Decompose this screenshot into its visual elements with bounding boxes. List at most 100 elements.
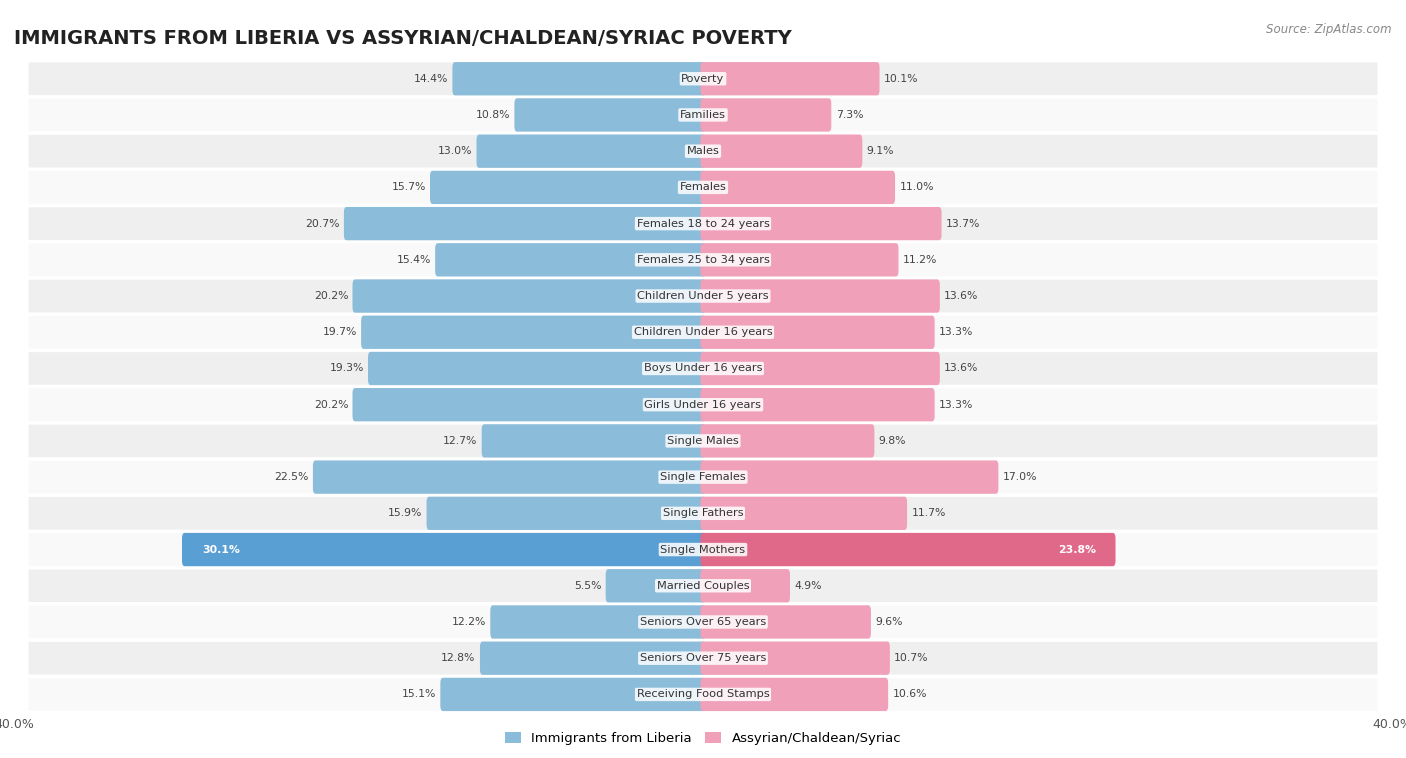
FancyBboxPatch shape	[28, 206, 1378, 241]
Text: 11.0%: 11.0%	[900, 183, 934, 193]
Text: Boys Under 16 years: Boys Under 16 years	[644, 364, 762, 374]
FancyBboxPatch shape	[479, 641, 706, 675]
Text: IMMIGRANTS FROM LIBERIA VS ASSYRIAN/CHALDEAN/SYRIAC POVERTY: IMMIGRANTS FROM LIBERIA VS ASSYRIAN/CHAL…	[14, 29, 792, 48]
Text: Receiving Food Stamps: Receiving Food Stamps	[637, 690, 769, 700]
Text: Seniors Over 75 years: Seniors Over 75 years	[640, 653, 766, 663]
Text: Single Mothers: Single Mothers	[661, 544, 745, 555]
Text: 17.0%: 17.0%	[1002, 472, 1038, 482]
FancyBboxPatch shape	[28, 387, 1378, 422]
Text: 19.7%: 19.7%	[322, 327, 357, 337]
FancyBboxPatch shape	[353, 280, 706, 313]
FancyBboxPatch shape	[28, 98, 1378, 133]
FancyBboxPatch shape	[368, 352, 706, 385]
FancyBboxPatch shape	[28, 61, 1378, 96]
Text: 23.8%: 23.8%	[1057, 544, 1095, 555]
Text: 10.1%: 10.1%	[884, 74, 918, 83]
FancyBboxPatch shape	[700, 460, 998, 493]
FancyBboxPatch shape	[700, 280, 939, 313]
Text: 13.7%: 13.7%	[946, 218, 980, 229]
Text: Single Males: Single Males	[666, 436, 740, 446]
FancyBboxPatch shape	[28, 568, 1378, 603]
Text: 10.6%: 10.6%	[893, 690, 927, 700]
Text: 19.3%: 19.3%	[329, 364, 364, 374]
Text: 14.4%: 14.4%	[413, 74, 449, 83]
Text: 9.1%: 9.1%	[866, 146, 894, 156]
Text: Poverty: Poverty	[682, 74, 724, 83]
FancyBboxPatch shape	[700, 352, 939, 385]
Text: Source: ZipAtlas.com: Source: ZipAtlas.com	[1267, 23, 1392, 36]
FancyBboxPatch shape	[28, 134, 1378, 168]
FancyBboxPatch shape	[700, 171, 896, 204]
Text: Married Couples: Married Couples	[657, 581, 749, 590]
Text: Females 18 to 24 years: Females 18 to 24 years	[637, 218, 769, 229]
Text: Single Fathers: Single Fathers	[662, 509, 744, 518]
Text: 11.7%: 11.7%	[911, 509, 946, 518]
Text: 13.6%: 13.6%	[945, 364, 979, 374]
FancyBboxPatch shape	[700, 99, 831, 132]
Text: 10.7%: 10.7%	[894, 653, 929, 663]
Text: 9.6%: 9.6%	[875, 617, 903, 627]
Text: 5.5%: 5.5%	[574, 581, 602, 590]
Text: 20.2%: 20.2%	[314, 291, 349, 301]
FancyBboxPatch shape	[28, 243, 1378, 277]
FancyBboxPatch shape	[491, 606, 706, 639]
FancyBboxPatch shape	[28, 496, 1378, 531]
Text: 9.8%: 9.8%	[879, 436, 907, 446]
FancyBboxPatch shape	[426, 496, 706, 530]
FancyBboxPatch shape	[28, 351, 1378, 386]
FancyBboxPatch shape	[28, 605, 1378, 639]
FancyBboxPatch shape	[700, 134, 862, 168]
Text: 10.8%: 10.8%	[475, 110, 510, 120]
FancyBboxPatch shape	[700, 315, 935, 349]
FancyBboxPatch shape	[344, 207, 706, 240]
Text: Seniors Over 65 years: Seniors Over 65 years	[640, 617, 766, 627]
FancyBboxPatch shape	[515, 99, 706, 132]
FancyBboxPatch shape	[28, 424, 1378, 459]
Text: 12.7%: 12.7%	[443, 436, 478, 446]
FancyBboxPatch shape	[314, 460, 706, 493]
Text: 12.8%: 12.8%	[441, 653, 475, 663]
FancyBboxPatch shape	[353, 388, 706, 421]
FancyBboxPatch shape	[181, 533, 706, 566]
FancyBboxPatch shape	[361, 315, 706, 349]
Text: 12.2%: 12.2%	[451, 617, 486, 627]
Text: 15.4%: 15.4%	[396, 255, 430, 265]
Text: Children Under 16 years: Children Under 16 years	[634, 327, 772, 337]
FancyBboxPatch shape	[28, 315, 1378, 349]
Text: 11.2%: 11.2%	[903, 255, 938, 265]
Text: Females 25 to 34 years: Females 25 to 34 years	[637, 255, 769, 265]
FancyBboxPatch shape	[436, 243, 706, 277]
FancyBboxPatch shape	[28, 677, 1378, 712]
FancyBboxPatch shape	[700, 533, 1115, 566]
FancyBboxPatch shape	[440, 678, 706, 711]
FancyBboxPatch shape	[700, 569, 790, 603]
FancyBboxPatch shape	[28, 170, 1378, 205]
FancyBboxPatch shape	[700, 641, 890, 675]
Text: 22.5%: 22.5%	[274, 472, 308, 482]
FancyBboxPatch shape	[700, 62, 880, 96]
Text: 4.9%: 4.9%	[794, 581, 821, 590]
Text: Girls Under 16 years: Girls Under 16 years	[644, 399, 762, 409]
FancyBboxPatch shape	[477, 134, 706, 168]
FancyBboxPatch shape	[700, 496, 907, 530]
Text: 20.2%: 20.2%	[314, 399, 349, 409]
FancyBboxPatch shape	[28, 641, 1378, 675]
Text: Males: Males	[686, 146, 720, 156]
Text: 13.6%: 13.6%	[945, 291, 979, 301]
FancyBboxPatch shape	[700, 388, 935, 421]
Text: 20.7%: 20.7%	[305, 218, 340, 229]
Text: Families: Families	[681, 110, 725, 120]
FancyBboxPatch shape	[28, 279, 1378, 313]
FancyBboxPatch shape	[700, 207, 942, 240]
FancyBboxPatch shape	[453, 62, 706, 96]
Text: 15.9%: 15.9%	[388, 509, 422, 518]
Legend: Immigrants from Liberia, Assyrian/Chaldean/Syriac: Immigrants from Liberia, Assyrian/Chalde…	[505, 732, 901, 745]
FancyBboxPatch shape	[700, 678, 889, 711]
FancyBboxPatch shape	[430, 171, 706, 204]
Text: 13.3%: 13.3%	[939, 327, 973, 337]
Text: Females: Females	[679, 183, 727, 193]
Text: 7.3%: 7.3%	[835, 110, 863, 120]
FancyBboxPatch shape	[700, 424, 875, 458]
FancyBboxPatch shape	[606, 569, 706, 603]
FancyBboxPatch shape	[28, 532, 1378, 567]
